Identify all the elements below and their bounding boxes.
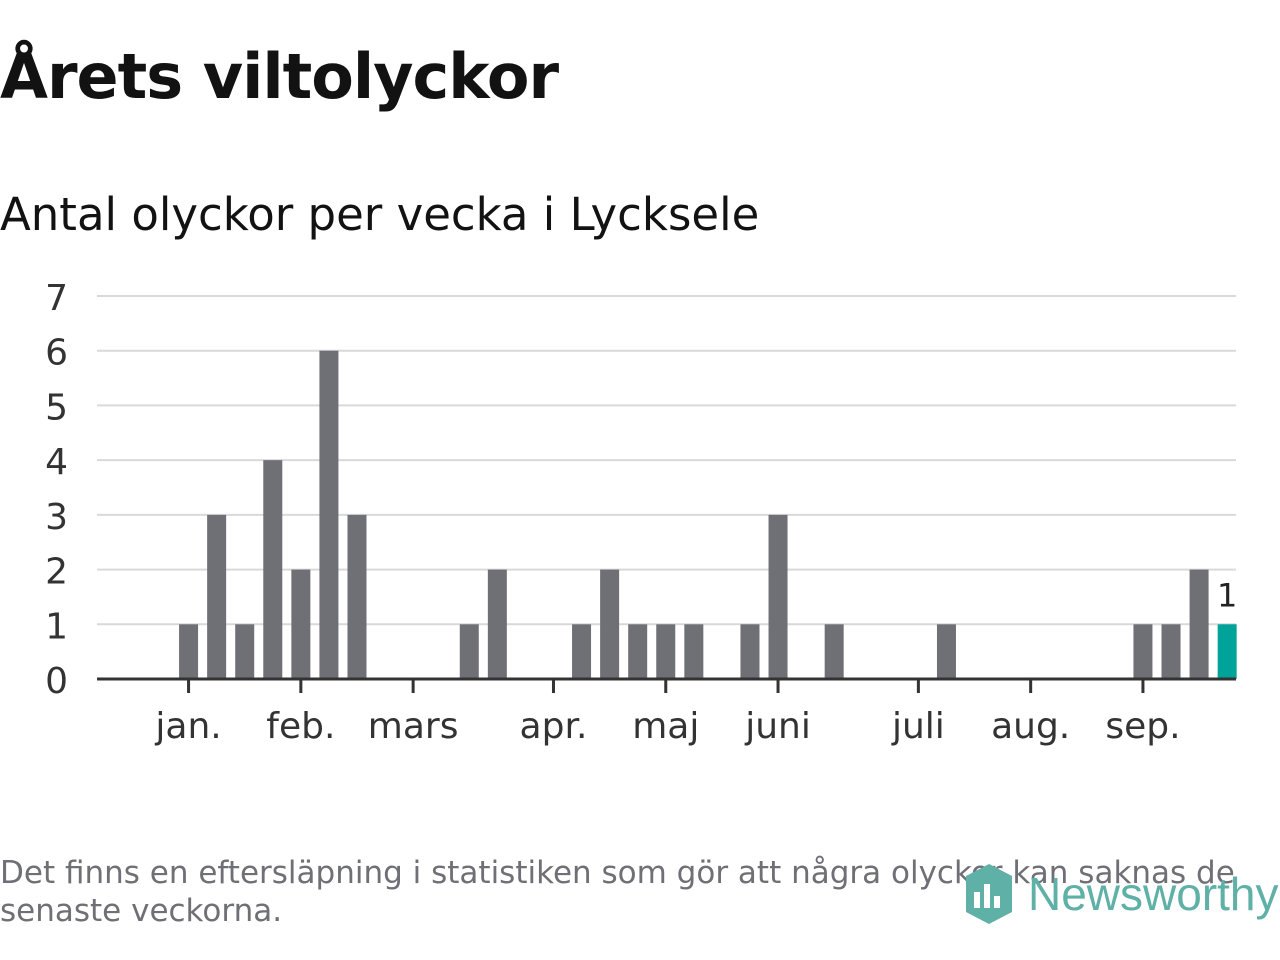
bar <box>263 460 283 679</box>
bar <box>600 569 620 679</box>
chart-subtitle: Antal olyckor per vecka i Lycksele <box>0 188 760 241</box>
data-labels: 1 <box>1217 576 1237 614</box>
y-tick-label: 1 <box>45 606 68 647</box>
y-tick-label: 7 <box>45 278 68 319</box>
y-tick-label: 3 <box>45 497 68 538</box>
bar <box>1133 624 1153 679</box>
x-tick-label: juni <box>744 706 811 747</box>
y-tick-label: 6 <box>45 333 68 374</box>
x-tick-label: maj <box>632 706 699 747</box>
bar <box>1161 624 1181 679</box>
page-title: Årets viltolyckor <box>0 40 559 113</box>
highlight-bar-label: 1 <box>1217 576 1237 614</box>
bar <box>684 624 704 679</box>
bar <box>487 569 507 679</box>
x-axis-month-labels: jan. feb. mars apr. maj juni juli aug. sep. <box>154 679 1181 747</box>
bar <box>207 514 227 679</box>
bar <box>347 514 367 679</box>
bar <box>1189 569 1209 679</box>
footnote: Det finns en eftersläpning i statistiken… <box>0 855 1235 929</box>
x-tick-label: mars <box>368 706 459 747</box>
y-axis-ticks: 0 1 2 3 4 5 6 7 <box>45 278 68 702</box>
bars <box>179 350 1237 679</box>
bar <box>824 624 844 679</box>
highlight-bar <box>1217 624 1237 679</box>
x-tick-label: sep. <box>1105 706 1180 747</box>
bar <box>740 624 760 679</box>
bar <box>656 624 676 679</box>
bar <box>291 569 311 679</box>
x-tick-label: juli <box>891 706 945 747</box>
x-tick-label: apr. <box>520 706 588 747</box>
bar <box>179 624 199 679</box>
y-tick-label: 0 <box>45 661 68 702</box>
bar <box>319 350 339 679</box>
bar <box>235 624 255 679</box>
x-tick-label: aug. <box>991 706 1070 747</box>
bar <box>936 624 956 679</box>
newsworthy-logo[interactable]: Newsworthy <box>964 862 1279 926</box>
y-tick-label: 2 <box>45 552 68 593</box>
bar <box>572 624 592 679</box>
gridlines <box>97 295 1236 626</box>
bar <box>459 624 479 679</box>
y-tick-label: 4 <box>45 442 68 483</box>
logo-text: Newsworthy <box>1028 868 1279 920</box>
newsworthy-logo-icon <box>966 864 1012 924</box>
x-tick-label: feb. <box>266 706 335 747</box>
bar <box>628 624 648 679</box>
bar <box>768 514 788 679</box>
y-tick-label: 5 <box>45 387 68 428</box>
x-tick-label: jan. <box>154 706 221 747</box>
